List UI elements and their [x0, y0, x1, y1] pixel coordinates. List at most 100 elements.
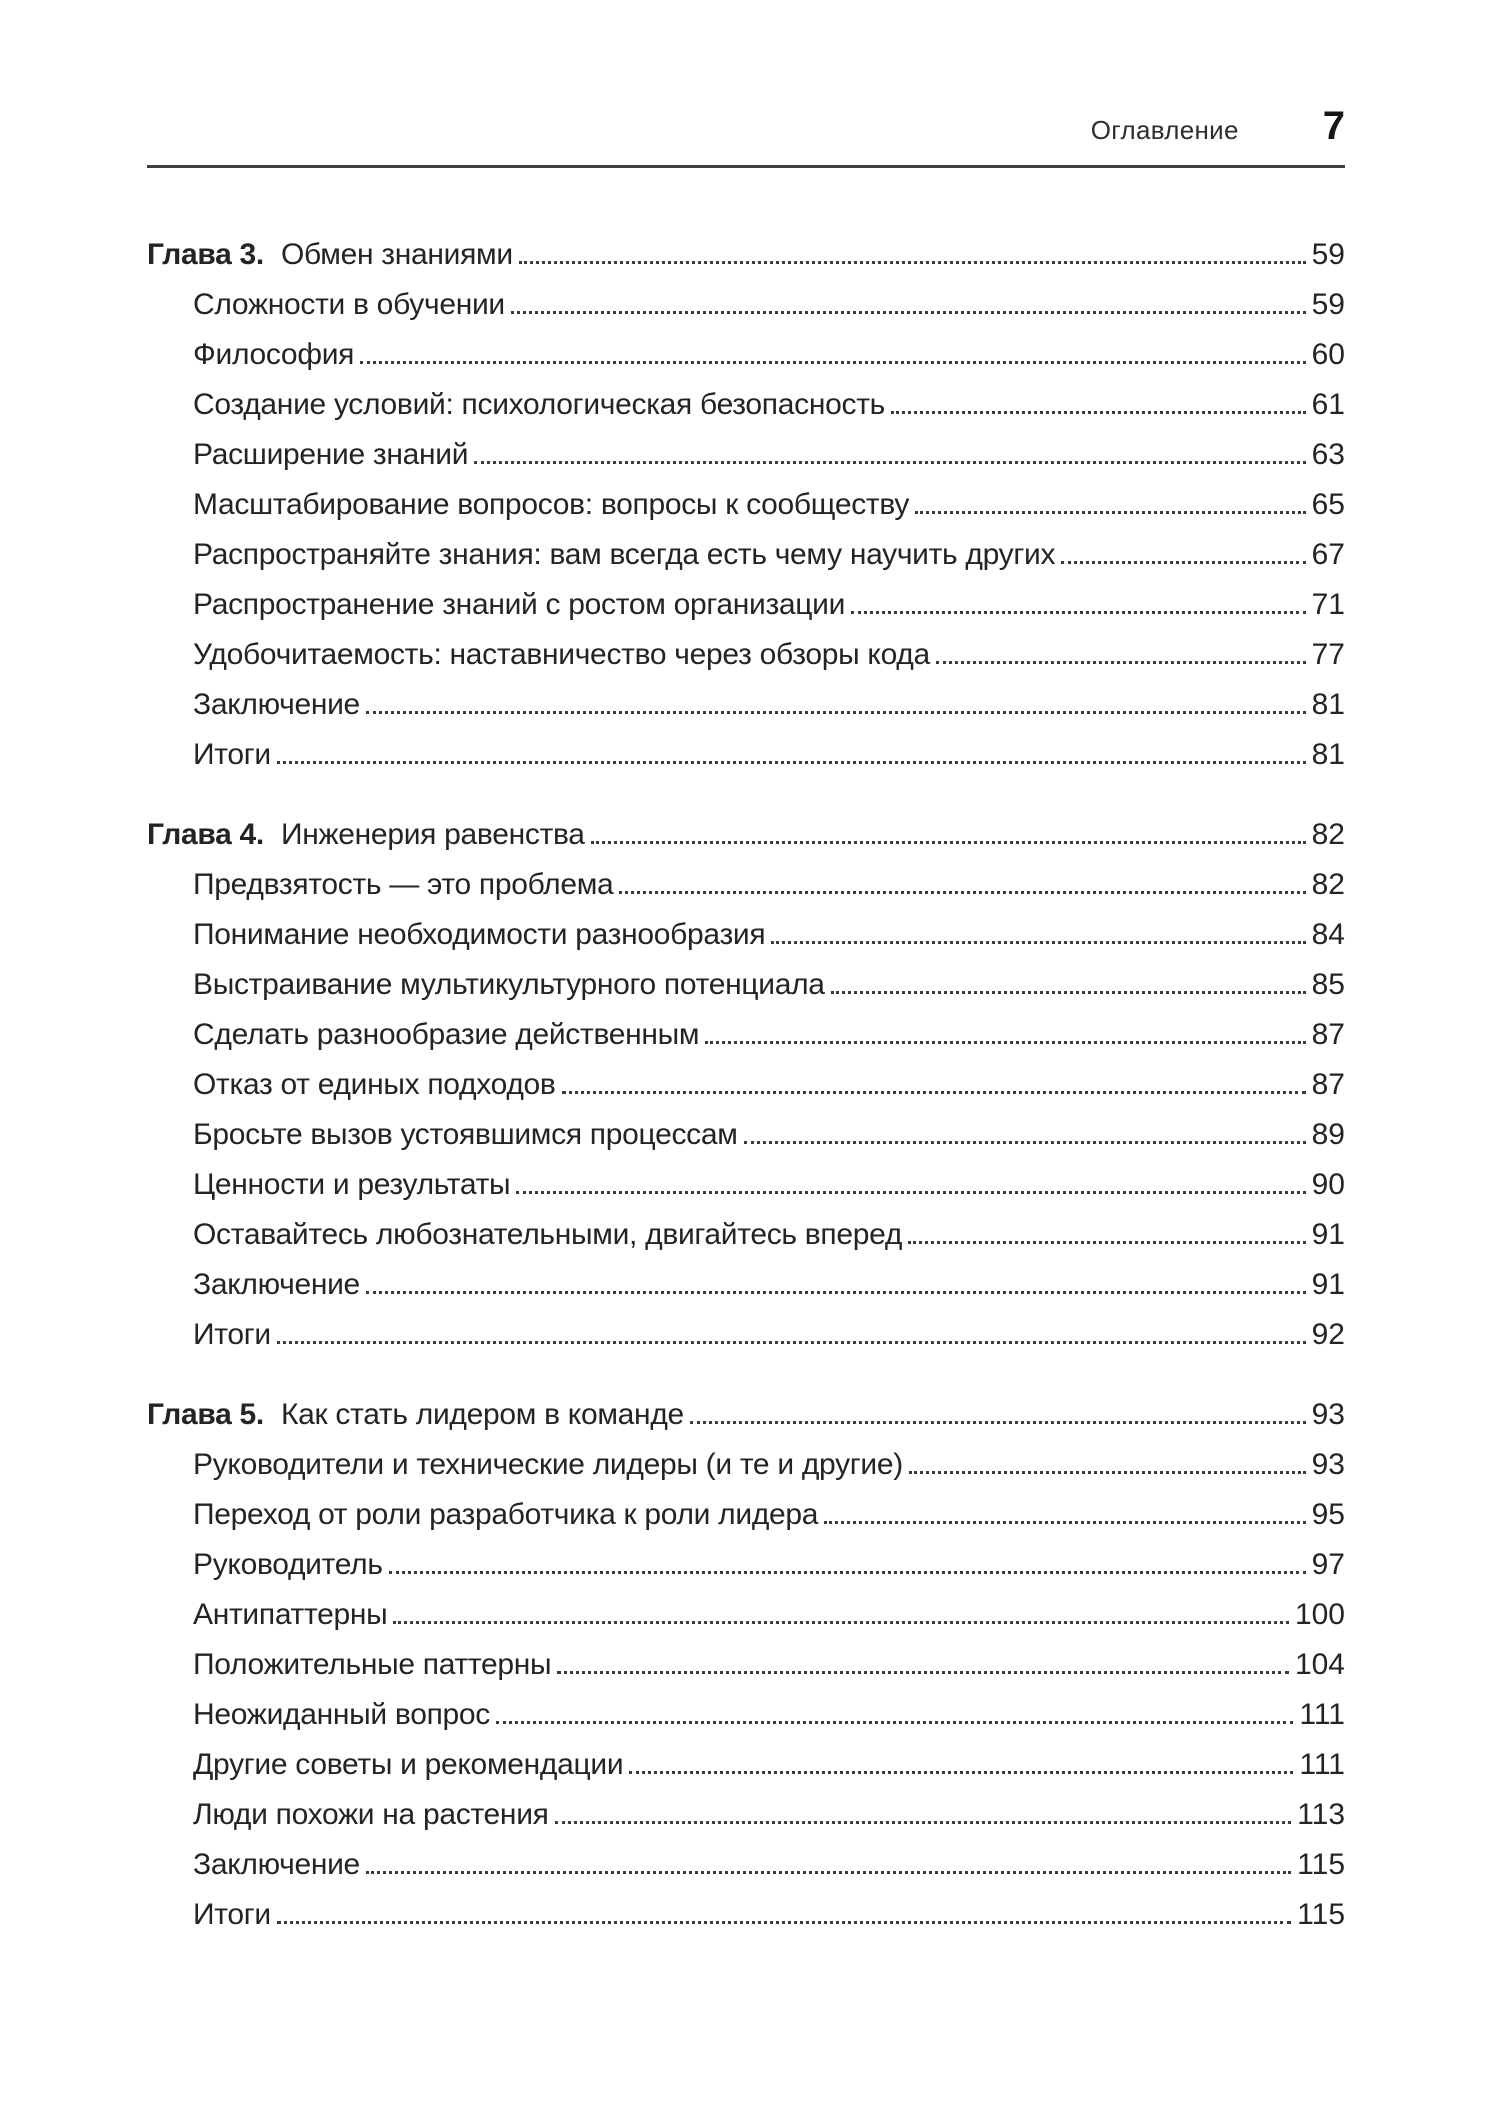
- dot-leader: [388, 1571, 1306, 1574]
- page-number: 104: [1294, 1648, 1345, 1681]
- dot-leader: [908, 1241, 1306, 1244]
- item-title: Распространяйте знания: вам всегда есть …: [193, 538, 1056, 571]
- chapter-label: Глава 5.: [147, 1398, 272, 1431]
- item-title: Люди похожи на растения: [193, 1798, 549, 1831]
- toc-chapter-entry: Глава 4. Инженерия равенства 82: [147, 802, 1345, 852]
- toc-item-entry: Заключение 91: [147, 1252, 1345, 1302]
- toc-item-entry: Удобочитаемость: наставничество через об…: [147, 622, 1345, 672]
- toc-chapter-entry: Глава 3. Обмен знаниями 59: [147, 222, 1345, 272]
- toc-item-entry: Сложности в обучении 59: [147, 272, 1345, 322]
- toc-item-entry: Положительные паттерны 104: [147, 1632, 1345, 1682]
- toc-item-entry: Итоги 81: [147, 722, 1345, 772]
- dot-leader: [496, 1721, 1294, 1724]
- page-number: 93: [1311, 1448, 1345, 1481]
- item-title: Другие советы и рекомендации: [193, 1748, 624, 1781]
- page-number: 59: [1311, 288, 1345, 321]
- chapter-heading: Глава 5. Как стать лидером в команде: [147, 1398, 684, 1432]
- dot-leader: [365, 711, 1306, 714]
- toc-item-entry: Антипаттерны 100: [147, 1582, 1345, 1632]
- item-title: Сделать разнообразие действенным: [193, 1018, 700, 1051]
- dot-leader: [915, 511, 1306, 514]
- chapter-label: Глава 3.: [147, 238, 272, 271]
- toc-item-entry: Бросьте вызов устоявшимся процессам 89: [147, 1102, 1345, 1152]
- toc-chapter-entry: Глава 5. Как стать лидером в команде 93: [147, 1382, 1345, 1432]
- dot-leader: [590, 841, 1306, 844]
- page-number: 65: [1311, 488, 1345, 521]
- running-head-title: Оглавление: [1090, 115, 1239, 145]
- toc-item-entry: Масштабирование вопросов: вопросы к сооб…: [147, 472, 1345, 522]
- item-title: Заключение: [193, 1848, 360, 1881]
- page-number: 91: [1311, 1218, 1345, 1251]
- page-number: 82: [1311, 868, 1345, 901]
- toc-item-entry: Итоги 92: [147, 1302, 1345, 1352]
- dot-leader: [619, 891, 1306, 894]
- page-number: 63: [1311, 438, 1345, 471]
- toc-item-entry: Предвзятость — это проблема 82: [147, 852, 1345, 902]
- dot-leader: [276, 761, 1306, 764]
- item-title: Ценности и результаты: [193, 1168, 511, 1201]
- dot-leader: [365, 1291, 1306, 1294]
- toc-item-entry: Ценности и результаты 90: [147, 1152, 1345, 1202]
- page-number: 60: [1311, 338, 1345, 371]
- item-title: Заключение: [193, 1268, 360, 1301]
- page-number: 90: [1311, 1168, 1345, 1201]
- item-title: Предвзятость — это проблема: [193, 868, 614, 901]
- page-number: 89: [1311, 1118, 1345, 1151]
- dot-leader: [851, 611, 1306, 614]
- dot-leader: [824, 1521, 1306, 1524]
- item-title: Итоги: [193, 1898, 271, 1931]
- item-title: Масштабирование вопросов: вопросы к сооб…: [193, 488, 910, 521]
- page-number-display: 7: [1322, 104, 1345, 148]
- dot-leader: [474, 461, 1306, 464]
- toc-item-entry: Заключение 115: [147, 1832, 1345, 1882]
- dot-leader: [908, 1471, 1306, 1474]
- page-number: 87: [1311, 1018, 1345, 1051]
- page-number: 87: [1311, 1068, 1345, 1101]
- chapter-title: Инженерия равенства: [280, 818, 585, 851]
- dot-leader: [393, 1621, 1289, 1624]
- item-title: Антипаттерны: [193, 1598, 388, 1631]
- toc-item-entry: Руководители и технические лидеры (и те …: [147, 1432, 1345, 1482]
- toc-item-entry: Переход от роли разработчика к роли лиде…: [147, 1482, 1345, 1532]
- toc-item-entry: Расширение знаний 63: [147, 422, 1345, 472]
- page-number: 92: [1311, 1318, 1345, 1351]
- dot-leader: [890, 411, 1306, 414]
- page-content: Оглавление 7 Глава 3. Обмен знаниями 59 …: [147, 0, 1345, 1932]
- item-title: Сложности в обучении: [193, 288, 505, 321]
- dot-leader: [743, 1141, 1306, 1144]
- toc-item-entry: Понимание необходимости разнообразия 84: [147, 902, 1345, 952]
- page-number: 71: [1311, 588, 1345, 621]
- toc-item-entry: Люди похожи на растения 113: [147, 1782, 1345, 1832]
- dot-leader: [1061, 561, 1306, 564]
- page-number: 111: [1299, 1698, 1345, 1731]
- dot-leader: [689, 1421, 1306, 1424]
- item-title: Удобочитаемость: наставничество через об…: [193, 638, 930, 671]
- dot-leader: [518, 261, 1306, 264]
- item-title: Руководитель: [193, 1548, 383, 1581]
- page-number: 111: [1299, 1748, 1345, 1781]
- toc-item-entry: Оставайтесь любознательными, двигайтесь …: [147, 1202, 1345, 1252]
- toc-item-entry: Создание условий: психологическая безопа…: [147, 372, 1345, 422]
- dot-leader: [830, 991, 1306, 994]
- item-title: Понимание необходимости разнообразия: [193, 918, 766, 951]
- toc-item-entry: Другие советы и рекомендации 111: [147, 1732, 1345, 1782]
- toc-item-entry: Сделать разнообразие действенным 87: [147, 1002, 1345, 1052]
- dot-leader: [554, 1821, 1292, 1824]
- item-title: Руководители и технические лидеры (и те …: [193, 1448, 903, 1481]
- page-number: 113: [1297, 1798, 1345, 1831]
- page-number: 59: [1311, 238, 1345, 271]
- chapter-title: Как стать лидером в команде: [280, 1398, 684, 1431]
- dot-leader: [276, 1341, 1306, 1344]
- item-title: Положительные паттерны: [193, 1648, 552, 1681]
- page-number: 84: [1311, 918, 1345, 951]
- dot-leader: [360, 361, 1306, 364]
- toc-item-entry: Отказ от единых подходов 87: [147, 1052, 1345, 1102]
- toc-item-entry: Неожиданный вопрос 111: [147, 1682, 1345, 1732]
- page-number: 93: [1311, 1398, 1345, 1431]
- item-title: Выстраивание мультикультурного потенциал…: [193, 968, 825, 1001]
- page-number: 97: [1311, 1548, 1345, 1581]
- toc-item-entry: Философия 60: [147, 322, 1345, 372]
- item-title: Отказ от единых подходов: [193, 1068, 556, 1101]
- page-number: 95: [1311, 1498, 1345, 1531]
- chapter-heading: Глава 4. Инженерия равенства: [147, 818, 585, 852]
